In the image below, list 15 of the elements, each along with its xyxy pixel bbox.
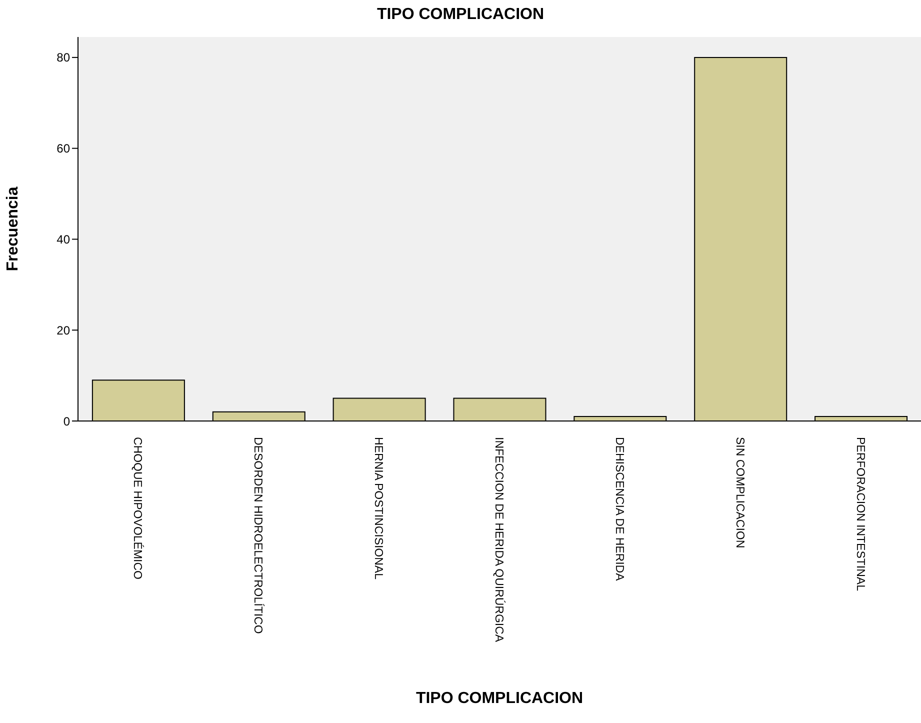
y-tick-label: 80 bbox=[56, 50, 70, 65]
y-axis-title: Frecuencia bbox=[4, 186, 22, 272]
x-tick-label: DESORDEN HIDROELECTROLÍTICO bbox=[252, 437, 265, 634]
x-tick-label: DEHISCENCIA DE HERIDA bbox=[612, 437, 625, 582]
x-tick-label: INFECCION DE HERIDA QUIRÚRGICA bbox=[492, 437, 506, 642]
x-tick-label: SIN COMPLICACION bbox=[733, 437, 746, 548]
chart-title: TIPO COMPLICACION bbox=[376, 6, 546, 24]
y-tick-label: 20 bbox=[56, 323, 70, 338]
x-axis-title: TIPO COMPLICACION bbox=[416, 690, 584, 707]
y-tick-label: 40 bbox=[56, 232, 70, 246]
x-tick-label: HERNIA POSTINCISIONAL bbox=[372, 437, 384, 580]
x-tick-label: CHOQUE HIPOVOLÉMICO bbox=[131, 437, 144, 580]
y-tick-label: 0 bbox=[63, 414, 70, 428]
y-tick-label: 60 bbox=[56, 142, 70, 156]
x-tick-label: PERFORACION INTESTINAL bbox=[854, 437, 866, 592]
